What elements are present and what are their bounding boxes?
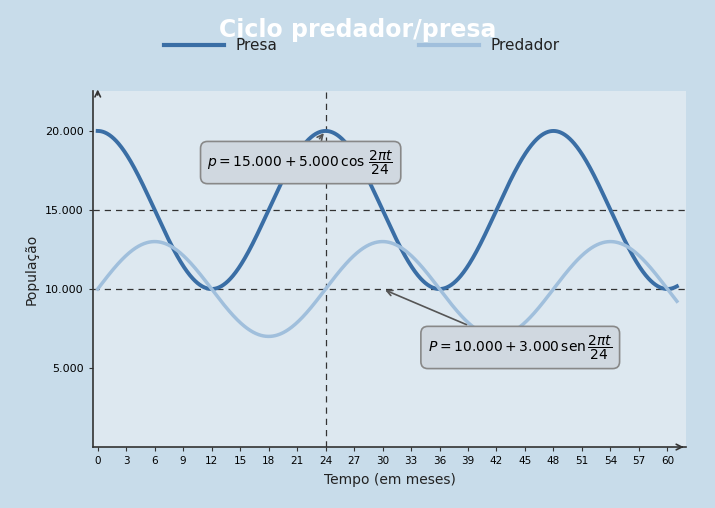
X-axis label: Tempo (em meses): Tempo (em meses) (324, 473, 455, 487)
Text: $p = 15.000 + 5.000\,\cos\,\dfrac{2\pi t}{24}$: $p = 15.000 + 5.000\,\cos\,\dfrac{2\pi t… (207, 135, 394, 177)
Text: $P = 10.000 + 3.000\,\mathrm{sen}\,\dfrac{2\pi t}{24}$: $P = 10.000 + 3.000\,\mathrm{sen}\,\dfra… (387, 291, 613, 362)
Text: Presa: Presa (235, 38, 277, 53)
Text: Ciclo predador/presa: Ciclo predador/presa (219, 18, 496, 43)
Text: Predador: Predador (490, 38, 560, 53)
Y-axis label: População: População (24, 234, 38, 305)
